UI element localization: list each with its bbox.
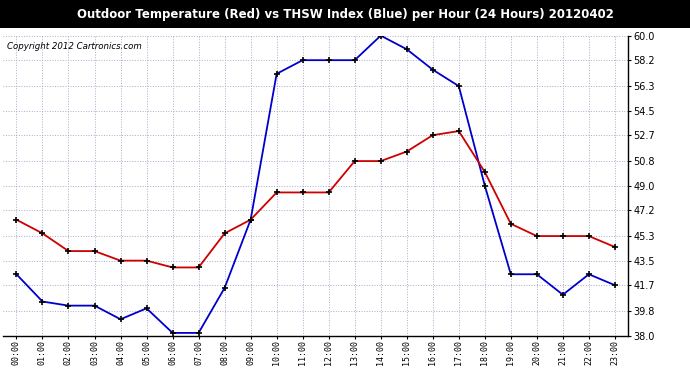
Text: Outdoor Temperature (Red) vs THSW Index (Blue) per Hour (24 Hours) 20120402: Outdoor Temperature (Red) vs THSW Index … bbox=[77, 8, 613, 21]
Text: Copyright 2012 Cartronics.com: Copyright 2012 Cartronics.com bbox=[7, 42, 141, 51]
